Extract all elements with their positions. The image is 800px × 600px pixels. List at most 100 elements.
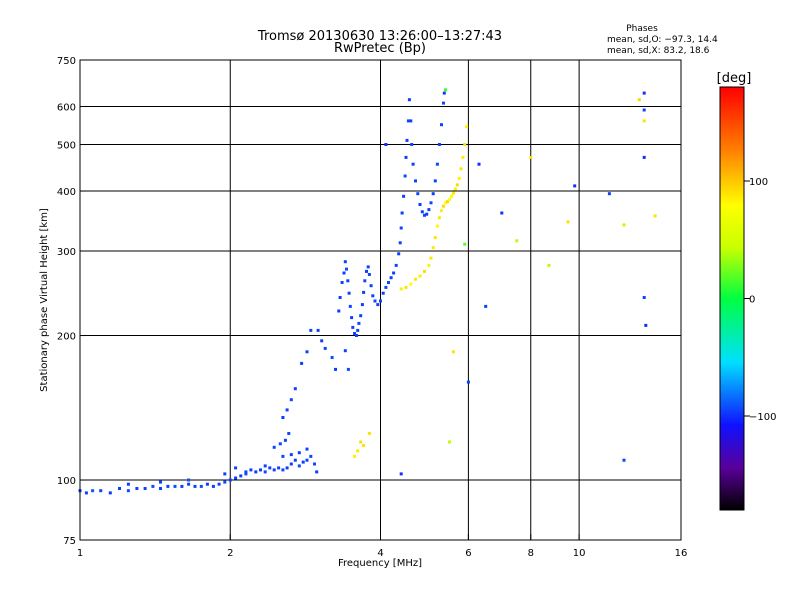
data-point bbox=[406, 119, 410, 123]
data-point bbox=[239, 474, 243, 478]
data-point bbox=[249, 468, 253, 472]
data-point bbox=[356, 449, 360, 453]
data-point bbox=[343, 260, 347, 264]
data-point bbox=[387, 281, 390, 284]
data-point bbox=[345, 267, 348, 271]
data-point bbox=[484, 304, 488, 308]
chart-subtitle: RwPretec (Bp) bbox=[334, 41, 426, 56]
data-point bbox=[135, 487, 139, 490]
data-point bbox=[463, 143, 467, 146]
data-point bbox=[442, 101, 445, 105]
y-tick-label: 200 bbox=[57, 332, 76, 343]
data-point bbox=[381, 291, 385, 295]
x-tick-label: 8 bbox=[528, 548, 534, 559]
phases-x-stats: mean, sd,X: 83.2, 18.6 bbox=[607, 46, 710, 56]
data-point bbox=[320, 339, 324, 343]
data-point bbox=[323, 346, 327, 350]
data-point bbox=[461, 155, 465, 159]
data-point bbox=[440, 123, 443, 127]
data-point bbox=[404, 285, 408, 289]
data-point bbox=[409, 119, 413, 123]
data-point bbox=[399, 226, 403, 230]
data-points bbox=[78, 88, 657, 495]
data-point bbox=[348, 304, 352, 308]
data-point bbox=[285, 408, 289, 412]
data-point bbox=[217, 482, 221, 486]
y-tick-label: 600 bbox=[57, 103, 76, 114]
data-point bbox=[403, 174, 407, 178]
data-point bbox=[376, 303, 380, 307]
data-point bbox=[305, 350, 309, 354]
data-point bbox=[205, 482, 209, 486]
data-point bbox=[459, 167, 463, 171]
data-point bbox=[281, 468, 285, 472]
data-point bbox=[453, 187, 457, 191]
data-point bbox=[442, 204, 445, 208]
data-point bbox=[440, 209, 443, 213]
data-point bbox=[268, 466, 272, 470]
data-point bbox=[263, 470, 267, 474]
data-point bbox=[451, 350, 455, 354]
y-tick-label: 400 bbox=[57, 187, 76, 198]
data-point bbox=[281, 416, 285, 419]
data-point bbox=[278, 442, 282, 446]
data-point bbox=[126, 489, 130, 493]
data-point bbox=[637, 98, 641, 102]
data-point bbox=[84, 491, 88, 495]
data-point bbox=[433, 236, 437, 240]
data-point bbox=[435, 162, 439, 166]
data-point bbox=[359, 314, 363, 318]
data-point bbox=[305, 447, 309, 451]
data-point bbox=[410, 143, 414, 146]
data-point bbox=[151, 484, 155, 488]
data-point bbox=[435, 224, 439, 228]
data-point bbox=[515, 239, 519, 243]
data-point bbox=[166, 484, 170, 488]
data-point bbox=[420, 210, 424, 214]
data-point bbox=[359, 440, 363, 444]
data-point bbox=[289, 453, 293, 457]
data-point bbox=[337, 309, 341, 313]
data-point bbox=[365, 269, 368, 273]
data-point bbox=[234, 466, 238, 470]
data-point bbox=[466, 380, 470, 384]
data-point bbox=[405, 138, 409, 142]
data-point bbox=[330, 356, 334, 359]
data-point bbox=[392, 271, 396, 275]
data-point bbox=[431, 246, 435, 250]
data-point bbox=[431, 192, 435, 196]
colorbar-tick-label: 100 bbox=[749, 177, 768, 188]
data-point bbox=[409, 282, 413, 286]
data-point bbox=[173, 484, 177, 488]
data-point bbox=[259, 468, 262, 472]
data-point bbox=[244, 470, 248, 474]
data-point bbox=[404, 155, 408, 159]
data-point bbox=[379, 299, 382, 303]
data-point bbox=[389, 276, 393, 280]
data-point bbox=[355, 334, 358, 337]
data-point bbox=[429, 201, 433, 205]
data-point bbox=[446, 200, 449, 204]
data-point bbox=[363, 279, 367, 283]
data-point bbox=[411, 162, 415, 166]
data-point bbox=[244, 472, 248, 476]
colorbar-tick-label: −100 bbox=[749, 412, 776, 423]
data-point bbox=[423, 213, 426, 217]
data-point bbox=[159, 480, 162, 484]
data-point bbox=[289, 462, 293, 466]
data-point bbox=[351, 325, 355, 329]
y-axis-label: Stationary phase Virtual Height [km] bbox=[39, 208, 50, 392]
colorbar-tick-label: 0 bbox=[749, 295, 755, 306]
data-point bbox=[223, 472, 227, 476]
data-point bbox=[402, 194, 406, 198]
axis-ticks: 1 2 4 6 8 10 16 75 100 200 300 400 500 600 750 bbox=[57, 56, 687, 559]
x-tick-label: 4 bbox=[377, 548, 383, 559]
data-point bbox=[622, 223, 626, 227]
data-point bbox=[334, 367, 337, 371]
data-point bbox=[642, 155, 646, 159]
data-point bbox=[463, 242, 467, 246]
data-point bbox=[399, 287, 403, 291]
data-point bbox=[159, 487, 162, 490]
data-point bbox=[343, 349, 347, 353]
